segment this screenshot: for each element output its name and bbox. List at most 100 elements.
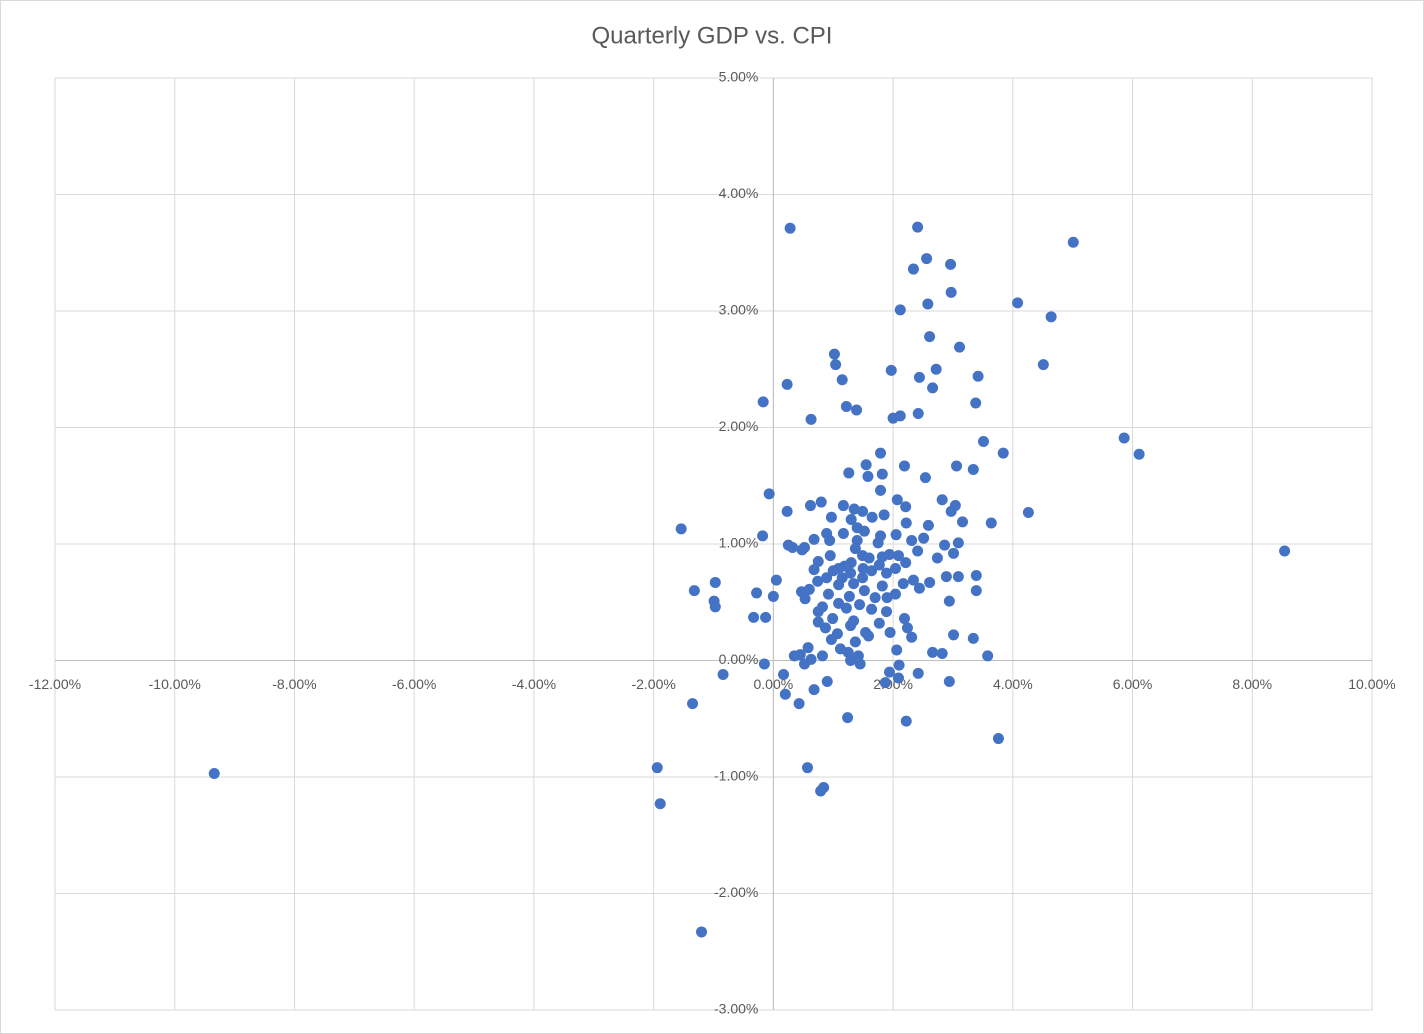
y-tick-label: 0.00%	[719, 651, 759, 667]
point	[849, 636, 861, 648]
point	[897, 578, 909, 590]
point	[1067, 236, 1079, 248]
point	[892, 672, 904, 684]
point	[812, 555, 824, 567]
point	[825, 634, 837, 646]
point	[939, 539, 951, 551]
point	[858, 585, 870, 597]
point	[763, 488, 775, 500]
point	[1045, 311, 1057, 323]
point	[849, 543, 861, 555]
point	[827, 613, 839, 625]
point	[881, 567, 893, 579]
point	[825, 511, 837, 523]
point	[827, 565, 839, 577]
point	[898, 613, 910, 625]
point	[787, 541, 799, 553]
point	[869, 592, 881, 604]
x-tick-label: -12.00%	[29, 676, 81, 692]
point	[952, 537, 964, 549]
point	[802, 642, 814, 654]
point	[815, 496, 827, 508]
point	[687, 698, 699, 710]
point	[860, 459, 872, 471]
point	[696, 926, 708, 938]
point	[833, 597, 845, 609]
point	[952, 571, 964, 583]
point	[945, 505, 957, 517]
point	[873, 617, 885, 629]
point	[709, 576, 721, 588]
point	[967, 463, 979, 475]
point	[893, 659, 905, 671]
point	[812, 606, 824, 618]
point	[848, 503, 860, 515]
point	[906, 631, 918, 643]
point	[912, 408, 924, 420]
point	[1118, 432, 1130, 444]
point	[876, 580, 888, 592]
point	[793, 698, 805, 710]
point	[940, 571, 952, 583]
point	[924, 331, 936, 343]
y-tick-label: 1.00%	[719, 535, 759, 551]
point	[1012, 297, 1024, 309]
point	[894, 304, 906, 316]
point	[858, 525, 870, 537]
point	[808, 684, 820, 696]
x-tick-label: 4.00%	[993, 676, 1033, 692]
x-tick-label: -8.00%	[272, 676, 316, 692]
point	[919, 472, 931, 484]
point	[889, 562, 901, 574]
point	[822, 588, 834, 600]
point	[970, 569, 982, 581]
point	[848, 578, 860, 590]
point	[913, 371, 925, 383]
x-tick-label: 6.00%	[1113, 676, 1153, 692]
point	[948, 547, 960, 559]
point	[930, 363, 942, 375]
x-tick-label: 8.00%	[1232, 676, 1272, 692]
point	[943, 595, 955, 607]
point	[936, 648, 948, 660]
point	[1037, 359, 1049, 371]
point	[872, 537, 884, 549]
y-tick-label: 3.00%	[719, 302, 759, 318]
point	[927, 382, 939, 394]
point	[898, 460, 910, 472]
point	[875, 447, 887, 459]
point	[997, 447, 1009, 459]
point	[845, 514, 857, 526]
point	[840, 401, 852, 413]
y-tick-label: -2.00%	[714, 884, 758, 900]
x-tick-label: 10.00%	[1348, 676, 1395, 692]
x-tick-label: -10.00%	[149, 676, 201, 692]
point	[798, 658, 810, 670]
point	[900, 715, 912, 727]
point	[967, 632, 979, 644]
point	[992, 733, 1004, 745]
point	[866, 603, 878, 615]
point	[824, 550, 836, 562]
point	[757, 396, 769, 408]
point	[945, 286, 957, 298]
point	[889, 588, 901, 600]
point	[857, 562, 869, 574]
point	[907, 574, 919, 586]
point	[709, 601, 721, 613]
point	[851, 404, 863, 416]
point	[857, 572, 869, 584]
point	[758, 658, 770, 670]
point	[883, 666, 895, 678]
point	[970, 585, 982, 597]
point	[901, 622, 913, 634]
point	[651, 762, 663, 774]
point	[801, 762, 813, 774]
point	[891, 644, 903, 656]
point	[927, 646, 939, 658]
point	[906, 535, 918, 547]
point	[873, 559, 885, 571]
point	[781, 505, 793, 517]
point	[208, 768, 220, 780]
point	[833, 579, 845, 591]
